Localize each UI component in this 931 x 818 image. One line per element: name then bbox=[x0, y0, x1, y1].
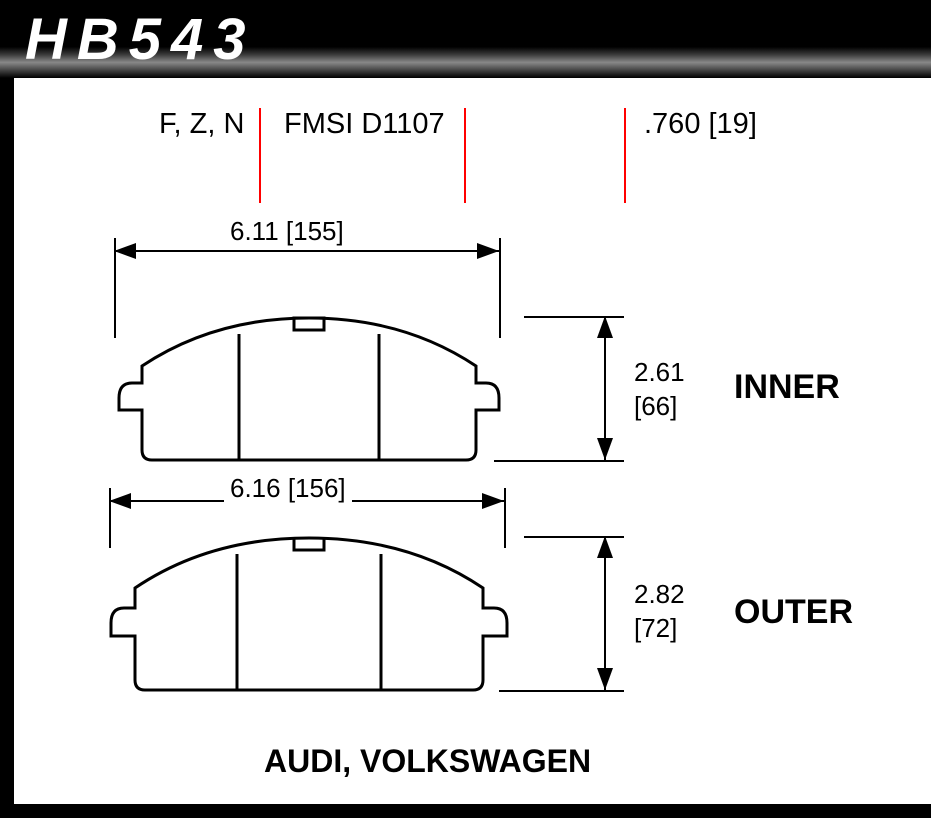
outer-height-mm: [72] bbox=[634, 613, 677, 643]
content-frame: F, Z, N FMSI D1107 .760 [19] 6.11 [155] … bbox=[0, 78, 931, 818]
inner-pad-shape bbox=[84, 308, 534, 478]
fmsi-label: FMSI D1107 bbox=[284, 108, 445, 141]
arrow-icon bbox=[482, 493, 504, 509]
compounds-label: F, Z, N bbox=[159, 108, 244, 141]
arrow-icon bbox=[597, 438, 613, 460]
part-number: HB543 bbox=[25, 6, 256, 73]
red-divider-3 bbox=[624, 108, 626, 203]
inner-height-in: 2.61 bbox=[634, 357, 685, 387]
arrow-icon bbox=[109, 493, 131, 509]
outer-pad-shape bbox=[79, 528, 539, 708]
outer-height-dim: 2.82 [72] bbox=[634, 578, 685, 646]
outer-width-dim: 6.16 [156] bbox=[224, 473, 352, 504]
inner-width-dim: 6.11 [155] bbox=[224, 216, 350, 247]
inner-label: INNER bbox=[734, 368, 840, 407]
outer-label: OUTER bbox=[734, 593, 853, 632]
arrow-icon bbox=[597, 316, 613, 338]
arrow-icon bbox=[597, 536, 613, 558]
dim-line-outer-h bbox=[604, 536, 606, 690]
header-bar: HB543 bbox=[0, 0, 931, 78]
arrow-icon bbox=[114, 243, 136, 259]
inner-height-mm: [66] bbox=[634, 391, 677, 421]
outer-height-in: 2.82 bbox=[634, 579, 685, 609]
arrow-icon bbox=[477, 243, 499, 259]
inner-height-dim: 2.61 [66] bbox=[634, 356, 685, 424]
red-divider-1 bbox=[259, 108, 261, 203]
thickness-label: .760 [19] bbox=[644, 108, 757, 141]
ext-line bbox=[499, 690, 624, 692]
vehicle-makes: AUDI, VOLKSWAGEN bbox=[264, 743, 591, 780]
arrow-icon bbox=[597, 668, 613, 690]
red-divider-2 bbox=[464, 108, 466, 203]
dim-line-inner-w bbox=[114, 250, 499, 252]
ext-line bbox=[494, 460, 624, 462]
